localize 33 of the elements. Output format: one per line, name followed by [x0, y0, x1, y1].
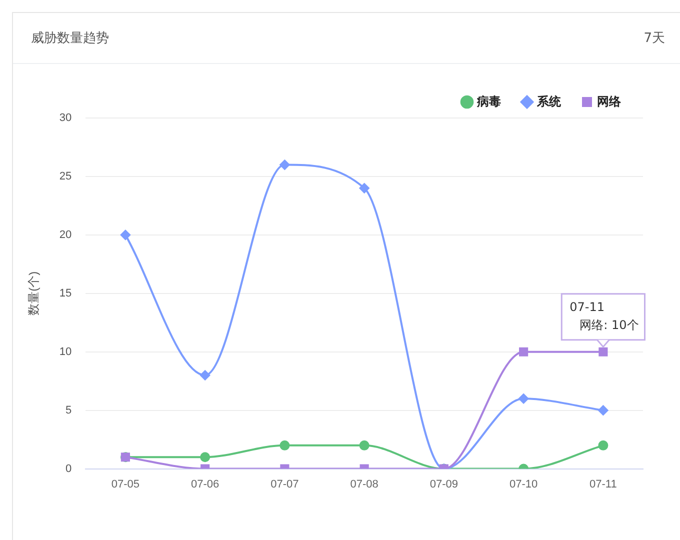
- x-tick-label: 07-09: [430, 478, 458, 490]
- y-tick-label: 10: [59, 346, 72, 358]
- y-tick-label: 25: [59, 170, 72, 182]
- y-tick-label: 30: [59, 112, 72, 124]
- chart-title: 威胁数量趋势: [31, 30, 109, 47]
- legend-label: 系统: [536, 94, 562, 108]
- point: [598, 347, 608, 356]
- y-tick-label: 15: [59, 287, 72, 300]
- point: [598, 440, 608, 450]
- point: [359, 440, 370, 450]
- x-tick-label: 07-06: [191, 478, 220, 490]
- point: [359, 183, 370, 194]
- point: [280, 440, 290, 450]
- x-tick-label: 07-10: [509, 478, 538, 490]
- x-tick-label: 07-05: [111, 478, 140, 490]
- point: [200, 370, 210, 380]
- y-tick-label: 0: [66, 462, 72, 475]
- y-tick-label: 5: [66, 404, 72, 416]
- point: [200, 452, 210, 462]
- x-tick-label: 07-07: [270, 478, 299, 490]
- x-tick-label: 07-11: [590, 478, 617, 490]
- point: [280, 160, 290, 170]
- point: [518, 394, 529, 404]
- legend-label: 网络: [597, 94, 622, 108]
- point: [120, 230, 130, 240]
- point: [598, 405, 608, 416]
- chart-subtitle: 7天: [644, 30, 665, 47]
- point: [519, 347, 528, 356]
- x-tick-label: 07-08: [350, 478, 378, 490]
- annotation: 07-11 网络: 10个: [570, 300, 639, 332]
- y-tick-label: 20: [59, 228, 72, 241]
- legend-label: 病毒: [476, 94, 501, 108]
- y-axis-title: 数量(个): [26, 271, 41, 316]
